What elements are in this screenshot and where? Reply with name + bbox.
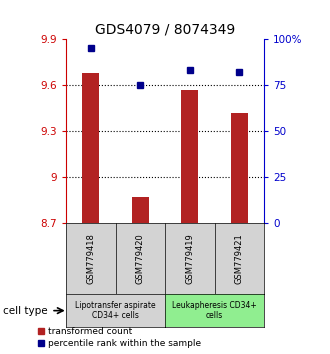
Text: Lipotransfer aspirate
CD34+ cells: Lipotransfer aspirate CD34+ cells <box>75 301 156 320</box>
Bar <box>132 197 149 223</box>
Text: cell type: cell type <box>3 306 48 316</box>
Text: Leukapheresis CD34+
cells: Leukapheresis CD34+ cells <box>172 301 257 320</box>
Text: GSM779418: GSM779418 <box>86 233 95 284</box>
Text: GSM779420: GSM779420 <box>136 233 145 284</box>
Legend: transformed count, percentile rank within the sample: transformed count, percentile rank withi… <box>38 327 202 348</box>
Bar <box>181 90 198 223</box>
Bar <box>231 113 248 223</box>
Text: GSM779419: GSM779419 <box>185 233 194 284</box>
Bar <box>82 73 99 223</box>
Text: GSM779421: GSM779421 <box>235 233 244 284</box>
Title: GDS4079 / 8074349: GDS4079 / 8074349 <box>95 22 235 36</box>
